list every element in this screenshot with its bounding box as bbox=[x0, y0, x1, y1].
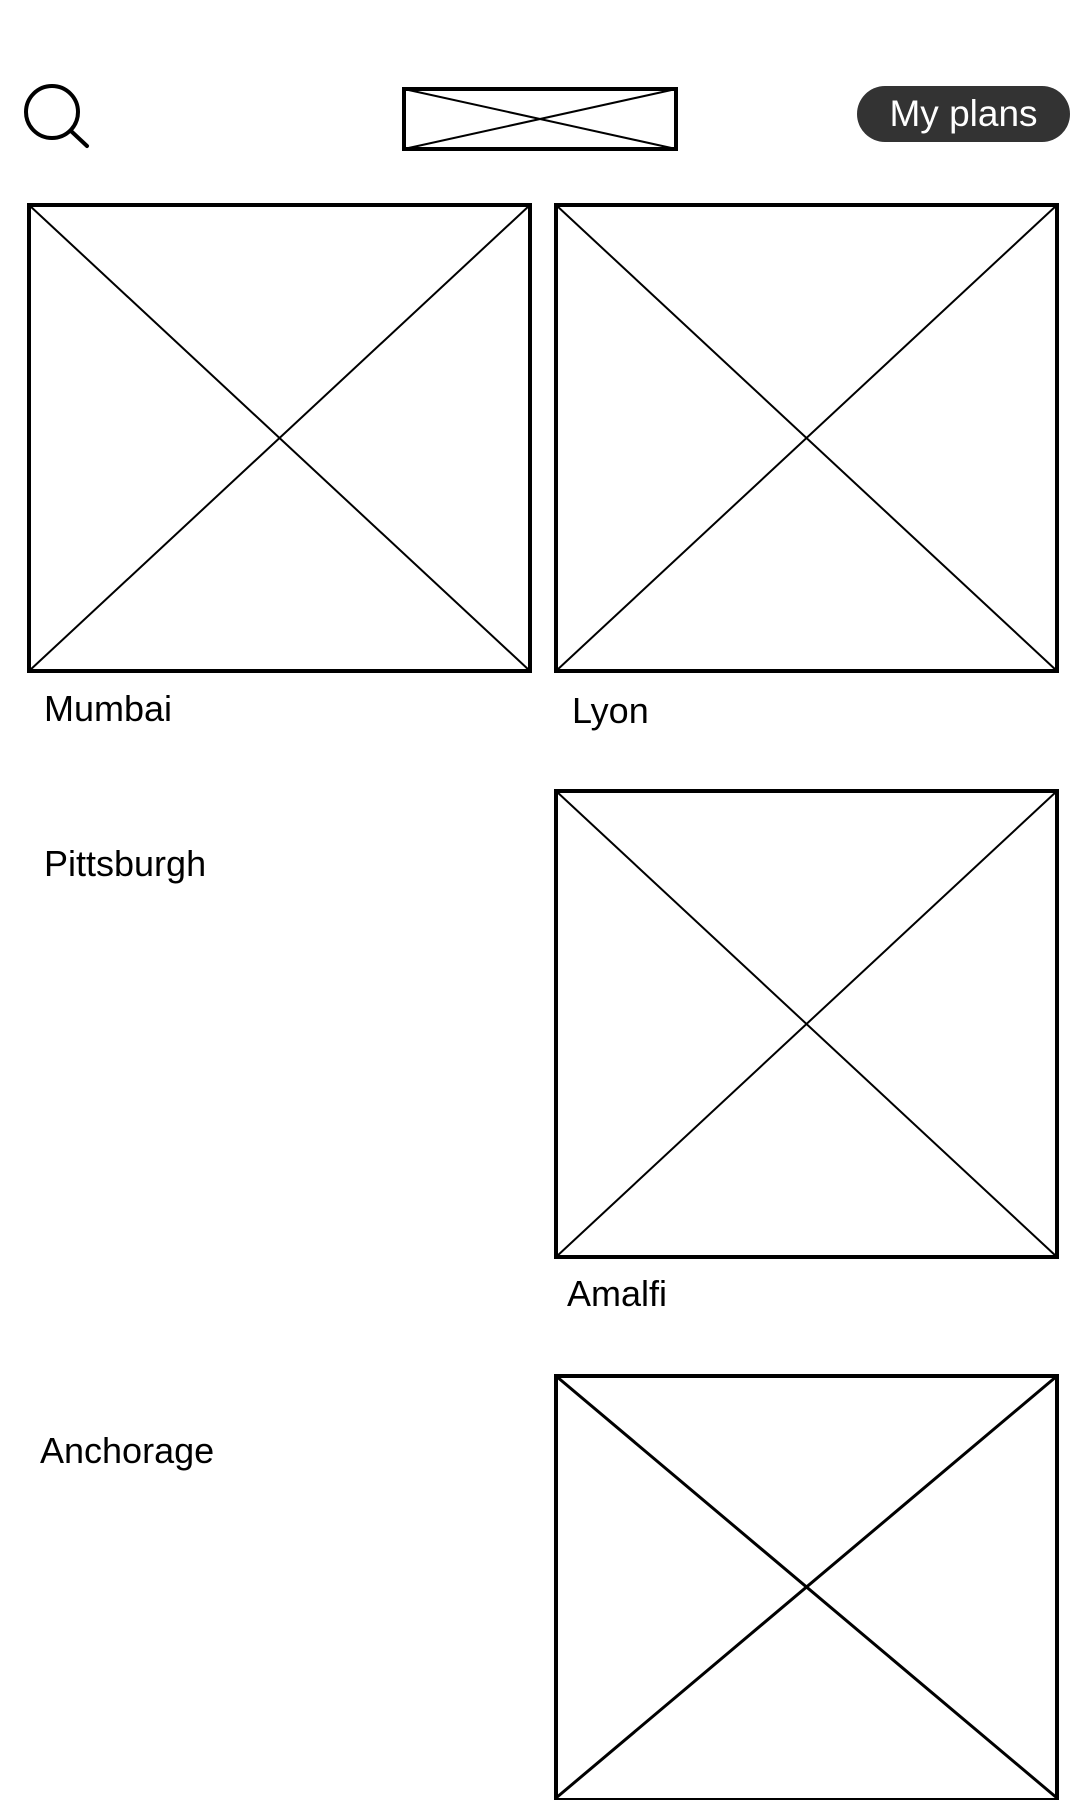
destination-image-lyon[interactable] bbox=[554, 203, 1059, 673]
destination-image-mumbai[interactable] bbox=[27, 203, 532, 673]
destination-label-mumbai[interactable]: Mumbai bbox=[44, 688, 173, 729]
logo-placeholder bbox=[402, 87, 678, 151]
search-icon[interactable] bbox=[22, 82, 92, 152]
destination-label-lyon[interactable]: Lyon bbox=[572, 690, 649, 731]
destination-label-amalfi[interactable]: Amalfi bbox=[567, 1273, 668, 1314]
destination-image-amalfi[interactable] bbox=[554, 789, 1059, 1259]
destination-label-pittsburgh[interactable]: Pittsburgh bbox=[44, 843, 207, 884]
my-plans-button[interactable]: My plans bbox=[857, 86, 1070, 142]
destination-image[interactable] bbox=[554, 1374, 1059, 1800]
destination-label-anchorage[interactable]: Anchorage bbox=[40, 1430, 215, 1471]
